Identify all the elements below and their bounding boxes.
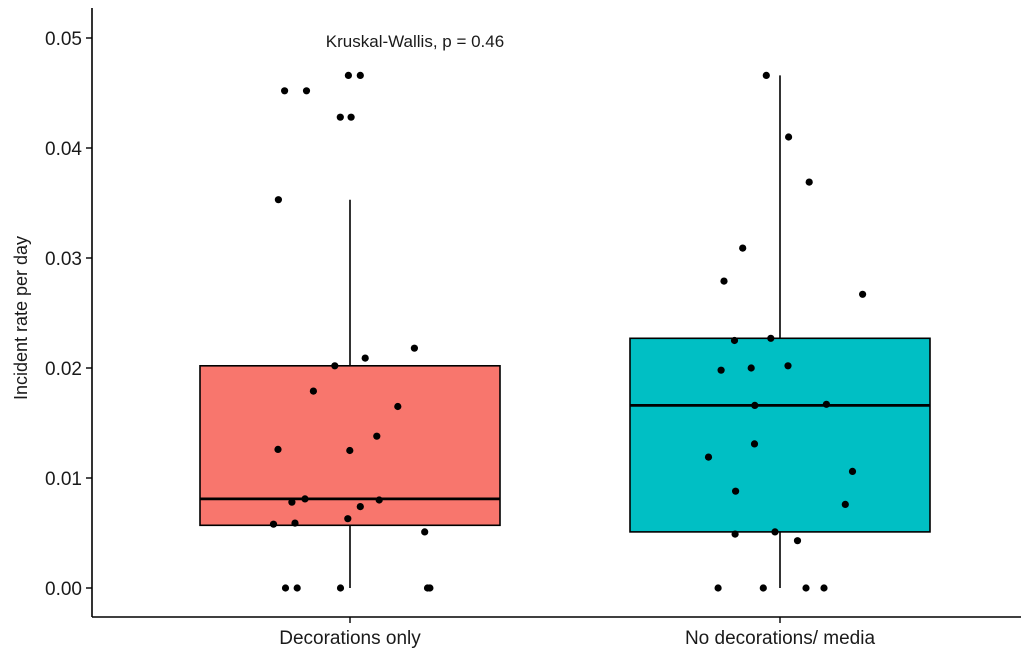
data-point	[720, 277, 728, 285]
data-point	[336, 113, 344, 121]
y-tick-label: 0.04	[45, 139, 82, 160]
data-point	[714, 584, 722, 592]
axes: 0.00 0.01 0.02 0.03 0.04 0.05 Decorations only…	[45, 8, 1021, 649]
data-point	[274, 445, 282, 453]
data-point	[747, 364, 755, 372]
y-axis-title: Incident rate per day	[11, 236, 31, 400]
data-point	[373, 432, 381, 440]
data-point	[732, 487, 740, 495]
data-point	[771, 528, 779, 536]
data-point	[751, 401, 759, 409]
group-0	[199, 71, 501, 592]
y-tick-label: 0.01	[45, 469, 82, 490]
data-point	[750, 440, 759, 448]
test-annotation: Kruskal-Wallis, p = 0.46	[326, 32, 504, 51]
data-point	[274, 196, 282, 204]
data-point	[759, 584, 767, 592]
data-point	[793, 537, 802, 545]
box	[199, 364, 501, 527]
data-point	[848, 467, 857, 475]
data-point	[302, 87, 311, 95]
data-point	[331, 362, 339, 370]
data-point	[802, 584, 810, 592]
data-point	[841, 500, 849, 508]
data-point	[281, 87, 289, 95]
data-point	[784, 362, 792, 370]
data-point	[269, 520, 278, 528]
data-point	[346, 446, 354, 455]
data-point	[717, 366, 725, 374]
group-1	[629, 71, 931, 592]
y-tick-label: 0.00	[45, 579, 82, 600]
data-point	[859, 290, 867, 298]
y-tick-label: 0.05	[45, 29, 82, 50]
data-point	[344, 71, 352, 79]
data-point	[301, 495, 309, 503]
data-point	[291, 519, 299, 527]
data-point	[704, 453, 713, 461]
data-point	[309, 387, 317, 395]
plot-area	[199, 71, 931, 592]
data-point	[739, 244, 747, 252]
data-point	[281, 584, 290, 592]
data-point	[423, 584, 432, 592]
data-point	[394, 402, 402, 411]
data-point	[410, 344, 418, 352]
data-point	[762, 71, 770, 79]
data-point	[375, 496, 383, 504]
x-tick-label: No decorations/ media	[685, 628, 876, 649]
data-point	[767, 334, 775, 342]
data-point	[356, 71, 364, 79]
data-point	[805, 178, 813, 186]
y-tick-label: 0.03	[45, 249, 82, 270]
box	[629, 337, 931, 533]
data-point	[785, 133, 793, 141]
y-tick-label: 0.02	[45, 359, 82, 380]
x-tick-label: Decorations only	[279, 628, 421, 649]
data-point	[820, 584, 828, 592]
data-point	[421, 528, 429, 536]
data-point	[822, 400, 831, 408]
data-point	[356, 503, 364, 511]
data-point	[336, 584, 345, 592]
data-point	[288, 498, 296, 506]
data-point	[730, 336, 739, 345]
data-point	[731, 530, 739, 538]
data-point	[293, 584, 301, 592]
data-point	[344, 515, 352, 523]
data-point	[347, 113, 355, 121]
data-point	[361, 354, 369, 362]
